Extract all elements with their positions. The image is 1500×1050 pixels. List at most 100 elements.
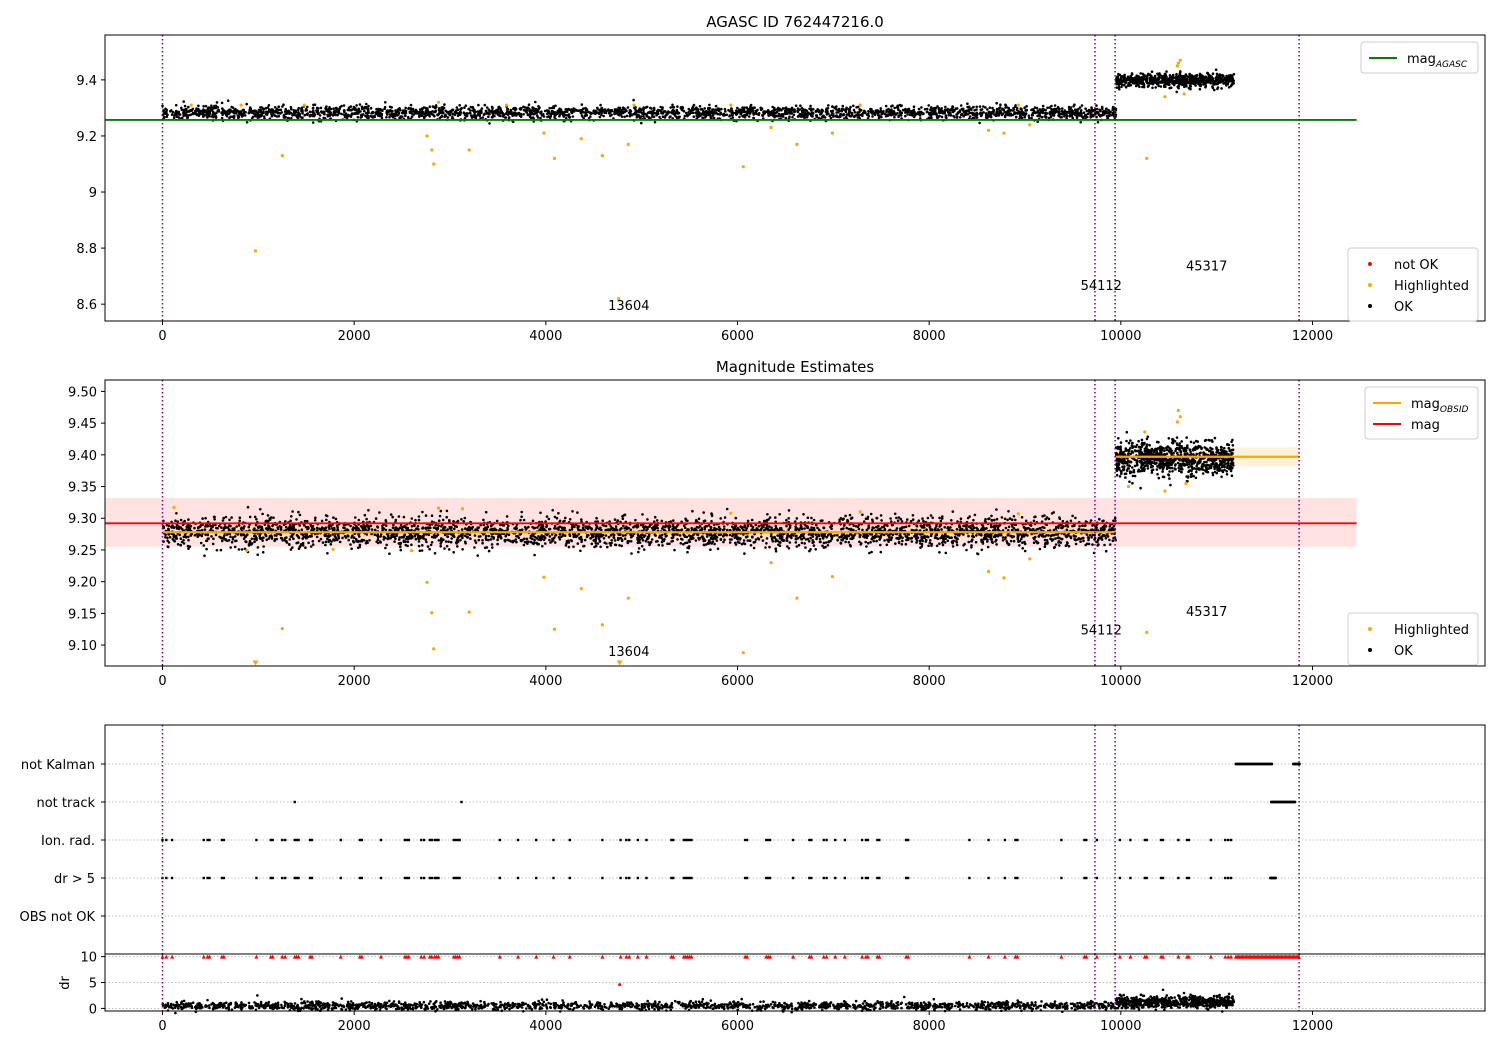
magest-ok-point (1001, 539, 1005, 542)
agasc-ok-point (768, 111, 772, 114)
agasc-ok-point (835, 105, 838, 108)
agasc-ok-point (841, 104, 845, 108)
agasc-xtick-label: 2000 (338, 329, 371, 344)
agasc-highlighted-point (769, 125, 773, 130)
magest-ok-point (564, 516, 567, 520)
magest-ok-point (439, 545, 443, 548)
agasc-ok-point (696, 115, 700, 119)
magest-ok-point (780, 535, 784, 539)
agasc-ok-point (630, 113, 634, 117)
agasc-ok-point (183, 113, 187, 116)
agasc-ok-point (1130, 72, 1134, 75)
agasc-ok-point (884, 104, 888, 108)
magest-ok-point (418, 549, 422, 553)
agasc-ok-point (264, 107, 268, 110)
agasc-ok-point (937, 106, 940, 110)
magest-ok-point (810, 526, 813, 529)
magest-ok-point (417, 515, 421, 518)
agasc-ok-point (182, 100, 185, 103)
magest-ok-point (866, 515, 870, 519)
agasc-ok-point (825, 107, 829, 110)
agasc-ok-point (1225, 76, 1229, 79)
agasc-ok-point (567, 113, 571, 116)
agasc-ok-point (1011, 113, 1015, 117)
agasc-ok-point (527, 103, 531, 106)
agasc-ok-point (743, 106, 746, 109)
magest-ok-point (262, 536, 265, 539)
agasc-ok-point (1095, 104, 1098, 107)
agasc-ok-point (945, 116, 948, 120)
agasc-ok-point (785, 112, 789, 115)
magest-ok-point (187, 527, 191, 530)
agasc-ok-point (793, 108, 796, 111)
agasc-ok-point (492, 110, 496, 114)
magest-ok-point (606, 545, 609, 549)
magest-ok-point (812, 544, 816, 547)
agasc-ok-point (899, 104, 903, 108)
agasc-ok-point (315, 110, 319, 114)
agasc-ok-point (1030, 116, 1033, 120)
agasc-ok-point (1139, 77, 1142, 81)
agasc-ok-point (1089, 116, 1092, 119)
agasc-ok-point (912, 112, 916, 116)
agasc-ok-point (245, 121, 249, 124)
magest-ok-point (385, 543, 389, 547)
agasc-ok-point (354, 107, 357, 110)
agasc-ok-point (377, 110, 380, 114)
agasc-ok-point (651, 115, 654, 118)
magest-ok-point (715, 527, 718, 531)
agasc-ok-point (264, 110, 268, 114)
agasc-ok-point (839, 115, 842, 118)
agasc-ok-point (655, 113, 658, 117)
agasc-ok-point (303, 113, 307, 117)
agasc-ok-point (284, 110, 287, 113)
agasc-ok-point (736, 106, 739, 110)
magest-ok-point (411, 536, 414, 539)
agasc-ok-point (1181, 83, 1184, 87)
agasc-ok-point (649, 106, 652, 110)
magest-ok-point (972, 518, 975, 522)
agasc-ok-point (925, 107, 929, 111)
agasc-ok-point (792, 113, 796, 117)
agasc-ok-point (783, 109, 787, 113)
agasc-ok-point (349, 105, 353, 108)
agasc-ok-point (1079, 120, 1082, 124)
magest-ok-point (482, 518, 485, 522)
magest-ok-point (869, 512, 873, 516)
agasc-ok-point (262, 107, 265, 111)
magest-ok-point (576, 542, 580, 545)
magest-ok-point (256, 553, 260, 556)
agasc-ok-point (401, 111, 405, 115)
agasc-ok-point (1202, 82, 1205, 86)
agasc-ok-point (318, 114, 322, 117)
magest-ok-point (949, 526, 952, 529)
agasc-ok-point (731, 116, 735, 119)
agasc-ok-point (973, 113, 976, 116)
agasc-ok-point (802, 111, 806, 115)
agasc-ok-point (750, 107, 754, 110)
agasc-ok-point (288, 110, 291, 114)
agasc-ok-point (1044, 111, 1047, 115)
magest-ok-point (929, 514, 933, 517)
agasc-highlighted-point (239, 103, 243, 107)
agasc-ok-point (965, 109, 968, 113)
agasc-ok-point (363, 109, 366, 113)
magest-ok-point (406, 540, 410, 543)
agasc-ok-point (359, 116, 363, 119)
agasc-ok-point (809, 104, 812, 108)
agasc-ok-point (164, 111, 168, 115)
agasc-ok-point (836, 108, 839, 112)
magest-ok-point (393, 540, 396, 543)
agasc-ok-point (844, 108, 848, 111)
agasc-ok-point (170, 113, 174, 116)
agasc-ok-point (1220, 87, 1223, 90)
agasc-ok-point (658, 115, 661, 119)
agasc-ok-point (342, 109, 346, 112)
agasc-ok-point (1229, 84, 1233, 88)
agasc-ok-point (1188, 72, 1191, 76)
agasc-ok-point (325, 109, 329, 113)
agasc-ok-point (1192, 79, 1196, 83)
agasc-ok-point (1107, 108, 1110, 112)
agasc-ok-point (1052, 112, 1056, 115)
